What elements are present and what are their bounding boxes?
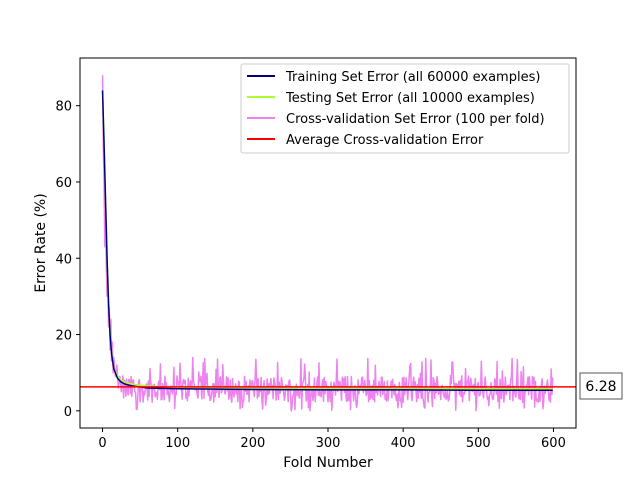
x-tick-label: 300	[316, 436, 341, 451]
x-tick-label: 500	[466, 436, 491, 451]
average-annotation: 6.28	[579, 372, 623, 400]
legend-label: Average Cross-validation Error	[286, 133, 484, 148]
y-tick-label: 60	[55, 176, 72, 191]
annotation-text: 6.28	[585, 379, 616, 395]
axes-layer: 0 100 200 300 400 500 600 0 20 40 60 80	[55, 100, 565, 451]
x-tick-label: 200	[240, 436, 265, 451]
legend-frame	[240, 63, 570, 154]
x-tick-label: 600	[541, 436, 566, 451]
annotation-box	[579, 372, 623, 400]
legend: Training Set Error (all 60000 examples) T…	[240, 63, 570, 154]
x-axis-label: Fold Number	[283, 455, 373, 471]
x-tick-label: 400	[391, 436, 416, 451]
legend-label: Training Set Error (all 60000 examples)	[285, 70, 540, 85]
legend-label: Cross-validation Set Error (100 per fold…	[286, 112, 545, 127]
training-error-line	[101, 90, 553, 391]
legend-label: Testing Set Error (all 10000 examples)	[285, 91, 535, 106]
x-tick-label: 0	[98, 436, 106, 451]
y-tick-label: 40	[55, 252, 72, 267]
y-tick-label: 20	[55, 329, 72, 344]
cv-error-line	[101, 75, 554, 412]
series-layer	[80, 75, 576, 412]
y-tick-label: 80	[55, 100, 72, 115]
y-axis-label: Error Rate (%)	[33, 193, 49, 292]
x-tick-label: 100	[165, 436, 190, 451]
y-tick-label: 0	[64, 405, 72, 420]
